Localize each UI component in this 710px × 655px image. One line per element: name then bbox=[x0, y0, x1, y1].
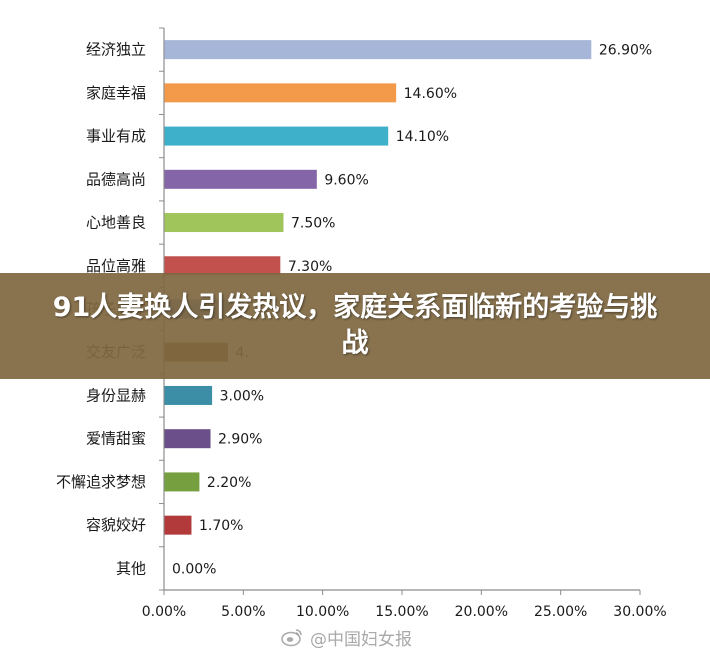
value-label: 26.90% bbox=[599, 43, 652, 59]
category-label: 不懈追求梦想 bbox=[56, 473, 146, 491]
watermark: @中国妇女报 bbox=[280, 625, 412, 650]
x-tick-label: 25.00% bbox=[534, 604, 587, 620]
value-label: 7.50% bbox=[291, 216, 335, 232]
value-labels: 26.90%14.60%14.10%9.60%7.50%7.30%4.3.00%… bbox=[172, 43, 652, 578]
value-label: 7.30% bbox=[288, 259, 332, 275]
bar bbox=[164, 213, 284, 233]
x-tick-label: 5.00% bbox=[221, 604, 265, 620]
category-label: 经济独立 bbox=[86, 41, 146, 59]
x-tick-label: 10.00% bbox=[296, 604, 349, 620]
bar bbox=[164, 515, 192, 535]
bar bbox=[164, 126, 389, 146]
x-tick-label: 15.00% bbox=[375, 604, 428, 620]
category-label: 爱情甜蜜 bbox=[86, 430, 146, 448]
banner-title: 91人妻换人引发热议，家庭关系面临新的考验与挑战 bbox=[52, 292, 658, 359]
bar bbox=[164, 83, 397, 103]
value-label: 2.20% bbox=[207, 475, 251, 491]
category-label: 家庭幸福 bbox=[86, 84, 146, 102]
bar bbox=[164, 40, 592, 60]
value-label: 0.00% bbox=[172, 561, 216, 577]
weibo-icon bbox=[281, 629, 302, 647]
category-label: 品位高雅 bbox=[86, 257, 146, 275]
x-tick-labels: 0.00% 5.00% 10.00% 15.00% 20.00% 25.00% 30.00% bbox=[142, 604, 667, 620]
category-label: 心地善良 bbox=[86, 214, 146, 232]
value-label: 9.60% bbox=[324, 172, 368, 188]
value-label: 3.00% bbox=[220, 388, 264, 404]
value-label: 1.70% bbox=[199, 518, 243, 534]
chart-bars bbox=[164, 40, 592, 535]
category-label: 事业有成 bbox=[86, 127, 146, 145]
x-tick-label: 0.00% bbox=[142, 604, 186, 620]
value-label: 2.90% bbox=[218, 432, 262, 448]
watermark-text: @中国妇女报 bbox=[310, 629, 412, 650]
value-label: 14.10% bbox=[396, 129, 449, 145]
title-banner: 91人妻换人引发热议，家庭关系面临新的考验与挑战 bbox=[0, 273, 710, 379]
x-tick-label: 20.00% bbox=[455, 604, 508, 620]
category-label: 品德高尚 bbox=[86, 170, 146, 188]
bar bbox=[164, 429, 211, 449]
bar bbox=[164, 385, 213, 405]
bar bbox=[164, 256, 281, 276]
bar bbox=[164, 169, 317, 189]
category-label: 容貌姣好 bbox=[86, 516, 146, 534]
bar bbox=[164, 472, 200, 492]
category-label: 身份显赫 bbox=[86, 386, 146, 404]
x-tick-label: 30.00% bbox=[613, 604, 666, 620]
category-label: 其他 bbox=[116, 559, 146, 577]
value-label: 14.60% bbox=[404, 86, 457, 102]
